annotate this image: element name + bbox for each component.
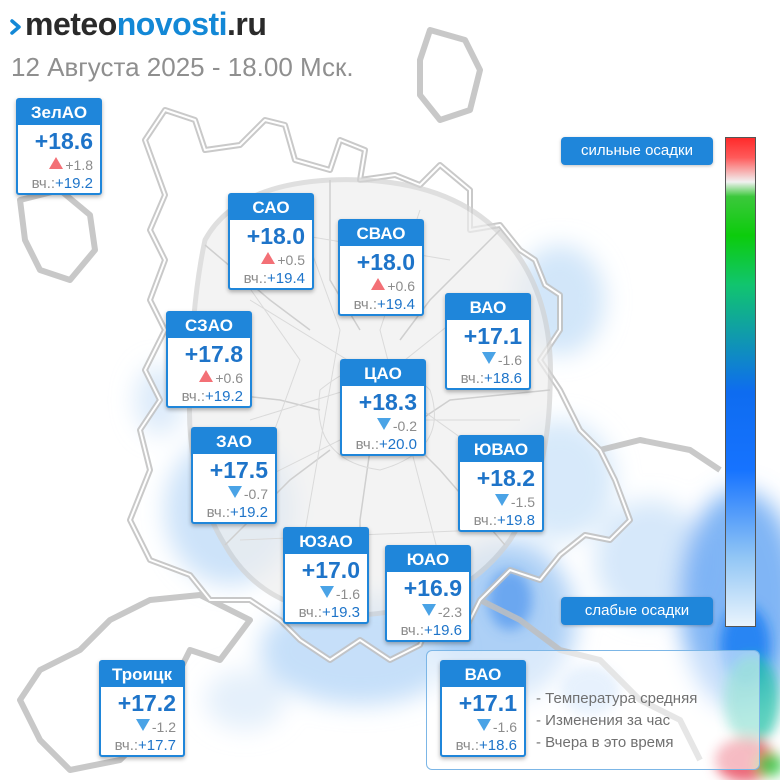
hourly-change: +0.6 (371, 278, 415, 294)
district-name: ЮАО (387, 547, 469, 572)
hourly-change: -0.7 (227, 486, 268, 502)
hourly-change: -1.5 (494, 494, 535, 510)
district-name: ЦАО (342, 361, 424, 386)
district-card-yuao: ЮАО +16.9 -2.3 вч.:+19.6 (385, 545, 471, 642)
district-name: Троицк (101, 662, 183, 687)
moscow-boundary-inner (129, 109, 631, 661)
forecast-datetime: 12 Августа 2025 - 18.00 Мск. (11, 52, 354, 82)
down-arrow-icon (481, 352, 496, 364)
district-temperature: +17.1 (458, 690, 517, 716)
up-arrow-icon (261, 252, 276, 264)
yesterday-temperature: вч.:+19.6 (400, 622, 462, 639)
district-card-troitsk: Троицк +17.2 -1.2 вч.:+17.7 (99, 660, 185, 757)
district-temperature: +18.2 (476, 465, 535, 491)
yesterday-temperature: вч.:+19.2 (206, 504, 268, 521)
district-card-yuvao: ЮВАО +18.2 -1.5 вч.:+19.8 (458, 435, 544, 532)
district-temperature: +18.6 (34, 128, 93, 154)
district-temperature: +17.5 (209, 457, 268, 483)
yesterday-temperature: вч.:+18.6 (455, 737, 517, 754)
district-card-yuzao: ЮЗАО +17.0 -1.6 вч.:+19.3 (283, 527, 369, 624)
yesterday-temperature: вч.:+19.4 (353, 296, 415, 313)
yesterday-temperature: вч.:+19.2 (31, 175, 93, 192)
district-temperature: +17.0 (301, 557, 360, 583)
district-name: ЮЗАО (285, 529, 367, 554)
district-name: САО (230, 195, 312, 220)
hourly-change: -1.2 (135, 719, 176, 735)
district-temperature: +18.3 (358, 389, 417, 415)
yesterday-temperature: вч.:+19.2 (181, 388, 243, 405)
yesterday-temperature: вч.:+19.8 (473, 512, 535, 529)
yesterday-temperature: вч.:+19.4 (243, 270, 305, 287)
district-name: ЮВАО (460, 437, 542, 462)
district-card-sao: САО +18.0 +0.5 вч.:+19.4 (228, 193, 314, 290)
down-arrow-icon (476, 719, 491, 731)
district-card-svao: СВАО +18.0 +0.6 вч.:+19.4 (338, 219, 424, 316)
down-arrow-icon (421, 604, 436, 616)
hourly-change: -1.6 (481, 352, 522, 368)
district-card-cao: ЦАО +18.3 -0.2 вч.:+20.0 (340, 359, 426, 456)
hourly-change: +0.6 (199, 370, 243, 386)
yesterday-temperature: вч.:+20.0 (355, 436, 417, 453)
down-arrow-icon (135, 719, 150, 731)
district-card-zelao: ЗелАО +18.6 +1.8 вч.:+19.2 (16, 98, 102, 195)
district-temperature: +16.9 (403, 575, 462, 601)
down-arrow-icon (494, 494, 509, 506)
brand-logo: meteonovosti.ru (10, 6, 267, 43)
district-name: СЗАО (168, 313, 250, 338)
yesterday-temperature: вч.:+18.6 (460, 370, 522, 387)
district-name: ВАО (447, 295, 529, 320)
legend-line-hourly-change: - Изменения за час (536, 712, 671, 729)
scale-label-light: слабые осадки (561, 597, 713, 625)
hourly-change: -1.6 (476, 719, 517, 735)
yesterday-temperature: вч.:+17.7 (114, 737, 176, 754)
hourly-change: -0.2 (376, 418, 417, 434)
down-arrow-icon (227, 486, 242, 498)
up-arrow-icon (199, 370, 214, 382)
hourly-change: +0.5 (261, 252, 305, 268)
district-name: ВАО (442, 662, 524, 687)
hourly-change: -2.3 (421, 604, 462, 620)
legend-line-temperature: - Температура средняя (536, 690, 698, 707)
up-arrow-icon (49, 157, 64, 169)
district-temperature: +17.2 (117, 690, 176, 716)
district-temperature: +18.0 (356, 249, 415, 275)
hourly-change: -1.6 (319, 586, 360, 602)
district-temperature: +18.0 (246, 223, 305, 249)
district-card-zao: ЗАО +17.5 -0.7 вч.:+19.2 (191, 427, 277, 524)
precipitation-color-scale (725, 137, 756, 627)
district-temperature: +17.8 (184, 341, 243, 367)
legend-line-yesterday: - Вчера в это время (536, 734, 674, 751)
district-name: ЗАО (193, 429, 275, 454)
district-temperature: +17.1 (463, 323, 522, 349)
district-card-vao: ВАО +17.1 -1.6 вч.:+18.6 (445, 293, 531, 390)
scale-label-heavy: сильные осадки (561, 137, 713, 165)
up-arrow-icon (371, 278, 386, 290)
district-name: СВАО (340, 221, 422, 246)
legend-example-card: ВАО +17.1 -1.6 вч.:+18.6 (440, 660, 526, 757)
district-card-szao: СЗАО +17.8 +0.6 вч.:+19.2 (166, 311, 252, 408)
district-name: ЗелАО (18, 100, 100, 125)
down-arrow-icon (319, 586, 334, 598)
yesterday-temperature: вч.:+19.3 (298, 604, 360, 621)
down-arrow-icon (376, 418, 391, 430)
logo-mark-icon (10, 19, 21, 35)
hourly-change: +1.8 (49, 157, 93, 173)
